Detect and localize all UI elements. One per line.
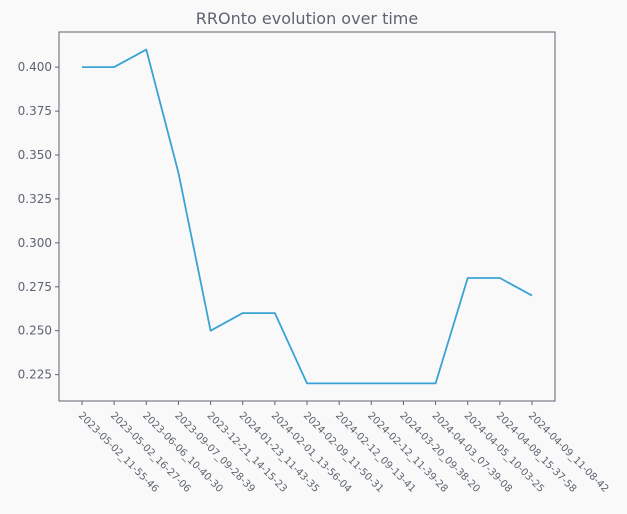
y-tick-label: 0.350 xyxy=(18,148,52,162)
y-tick-label: 0.275 xyxy=(18,280,52,294)
y-tick-label: 0.325 xyxy=(18,192,52,206)
plot-frame xyxy=(58,31,556,402)
y-tick-label: 0.300 xyxy=(18,236,52,250)
y-tick-label: 0.225 xyxy=(18,368,52,382)
chart-title: RROnto evolution over time xyxy=(196,9,418,28)
series-line-0 xyxy=(82,48,533,385)
x-axis: 2023-05-02_11-55-462023-05-02_16-27-0620… xyxy=(76,401,610,495)
y-axis: 0.225 0.250 0.275 0.300 0.325 0.350 0.375 0.400 xyxy=(18,60,59,382)
y-tick-label: 0.250 xyxy=(18,324,52,338)
series-layer xyxy=(82,48,533,385)
y-tick-label: 0.400 xyxy=(18,60,52,74)
y-tick-label: 0.375 xyxy=(18,104,52,118)
